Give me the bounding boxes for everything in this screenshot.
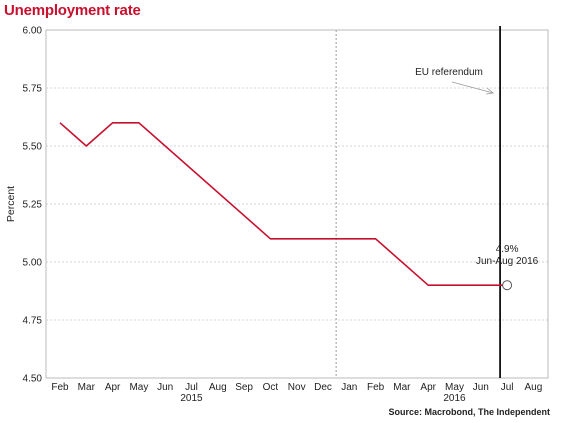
source-note: Source: Macrobond, The Independent <box>388 407 550 417</box>
series-line <box>59 122 508 287</box>
y-tick-label: 5.00 <box>23 258 43 269</box>
x-tick-label: Mar <box>393 382 411 393</box>
y-tick-label: 5.25 <box>23 200 43 211</box>
eu-referendum-arrow <box>451 81 494 94</box>
x-tick-label: Apr <box>105 382 121 393</box>
latest-value-label: 4.9% <box>496 244 519 255</box>
x-tick-label: May <box>129 382 148 393</box>
x-tick-label: Nov <box>288 382 306 393</box>
y-tick-label: 6.00 <box>23 26 43 37</box>
latest-period-label: Jun-Aug 2016 <box>476 256 539 267</box>
y-tick-label: 4.75 <box>23 316 43 327</box>
y-tick-label: 5.75 <box>23 84 43 95</box>
x-tick-label: May <box>445 382 464 393</box>
eu-referendum-arrowhead <box>486 87 495 95</box>
x-tick-label: Mar <box>78 382 96 393</box>
x-year-label: 2016 <box>443 393 466 404</box>
x-tick-label: Apr <box>420 382 436 393</box>
eu-referendum-label: EU referendum <box>415 67 483 78</box>
chart-title: Unemployment rate <box>4 2 141 19</box>
latest-point-marker <box>502 280 513 291</box>
y-axis-label: Percent <box>5 186 17 222</box>
x-tick-label: Aug <box>525 382 543 393</box>
x-axis-ticks: Feb Mar Apr May Jun Jul Aug Sep Oct Nov Dec Jan Feb M… <box>51 382 542 393</box>
x-tick-label: Feb <box>51 382 69 393</box>
x-tick-label: Dec <box>314 382 332 393</box>
y-axis-ticks: 6.00 5.75 5.50 5.25 5.00 4.75 4.50 <box>23 26 43 385</box>
x-tick-label: Aug <box>209 382 227 393</box>
x-year-label: 2015 <box>180 393 203 404</box>
gridlines <box>46 29 548 379</box>
x-tick-label: Jan <box>341 382 357 393</box>
x-tick-label: Jul <box>185 382 198 393</box>
x-tick-label: Sep <box>235 382 253 393</box>
x-axis-year-labels: 2015 2016 <box>180 393 466 404</box>
y-tick-label: 4.50 <box>23 374 43 385</box>
x-tick-label: Jun <box>473 382 489 393</box>
plot-frame <box>45 29 549 379</box>
x-tick-label: Feb <box>367 382 385 393</box>
x-tick-label: Jun <box>157 382 173 393</box>
x-tick-label: Jul <box>501 382 514 393</box>
y-tick-label: 5.50 <box>23 142 43 153</box>
x-tick-label: Oct <box>263 382 279 393</box>
